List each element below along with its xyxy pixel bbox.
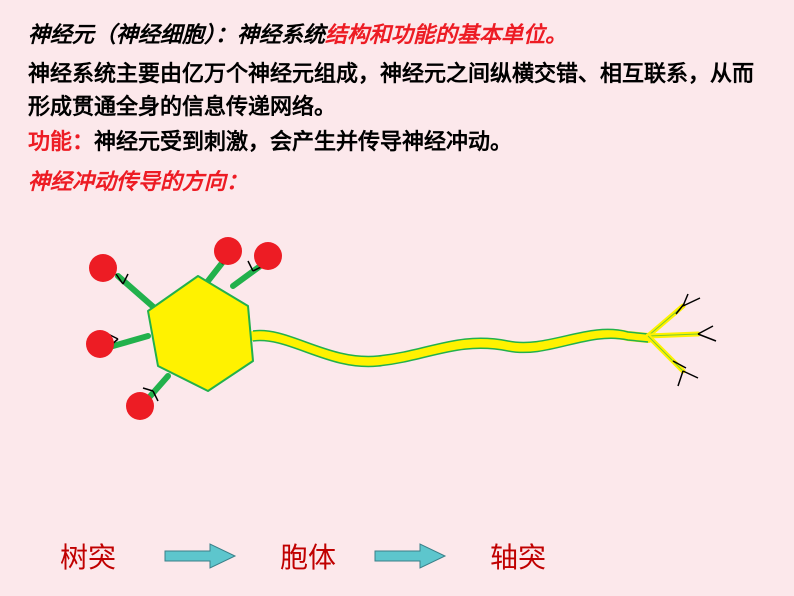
arrow-icon-2	[370, 541, 450, 571]
title-part1: 神经元（神经细胞）：神经系统	[28, 22, 325, 47]
direction-heading: 神经冲动传导的方向：	[28, 164, 766, 196]
title-part-red: 结构和功能的基本单位	[325, 22, 545, 47]
description-line: 神经系统主要由亿万个神经元组成，神经元之间纵横交错、相互联系，从而形成贯通全身的…	[28, 57, 766, 123]
label-soma: 胞体	[280, 536, 336, 576]
function-line: 功能：神经元受到刺激，会产生并传导神经冲动。	[28, 125, 766, 158]
function-label: 功能：	[28, 129, 94, 154]
title-period: 。	[545, 22, 567, 47]
title-line: 神经元（神经细胞）：神经系统结构和功能的基本单位。	[28, 18, 766, 51]
label-axon: 轴突	[490, 536, 546, 576]
arrow-icon-1	[160, 541, 240, 571]
neuron-diagram	[28, 206, 768, 456]
function-text: 神经元受到刺激，会产生并传导神经冲动。	[94, 129, 512, 154]
label-dendrite: 树突	[60, 536, 116, 576]
